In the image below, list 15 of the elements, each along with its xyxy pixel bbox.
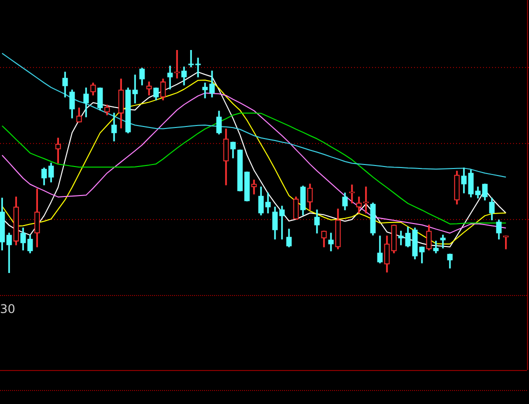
candlestick [279, 206, 285, 240]
candlestick [202, 82, 208, 98]
candlestick [349, 184, 355, 204]
candlestick [55, 138, 61, 164]
text: 30 [0, 302, 16, 316]
candlestick [188, 50, 194, 68]
candlestick [174, 50, 180, 78]
candlestick [265, 192, 271, 214]
candlestick [440, 234, 446, 248]
candlestick [398, 230, 404, 246]
candlestick [132, 74, 138, 104]
candlestick [195, 58, 201, 78]
candlestick [363, 186, 369, 214]
candlestick [251, 180, 257, 194]
candlestick [167, 66, 173, 90]
